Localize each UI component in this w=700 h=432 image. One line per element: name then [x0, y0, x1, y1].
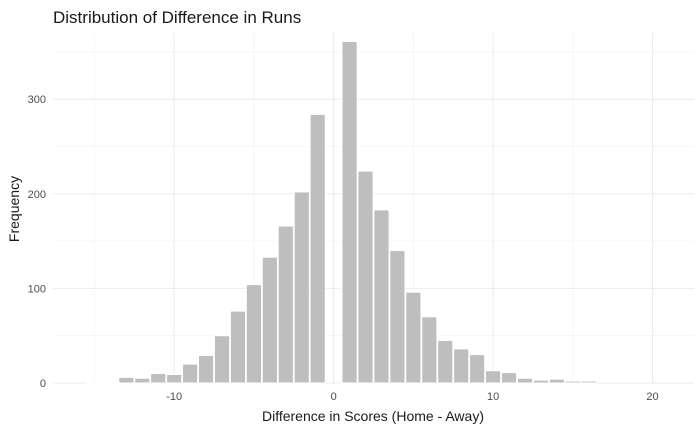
histogram-bar — [485, 370, 502, 384]
histogram-bar — [86, 381, 103, 384]
histogram-bar — [437, 339, 454, 384]
histogram-bar — [309, 113, 326, 384]
histogram-bar — [405, 291, 422, 384]
histogram-bar — [516, 377, 534, 384]
histogram-bar — [357, 170, 374, 384]
x-axis-label: Difference in Scores (Home - Away) — [262, 408, 484, 424]
plot-area — [53, 33, 694, 384]
chart-title: Distribution of Difference in Runs — [53, 8, 301, 27]
histogram-bar — [580, 380, 597, 384]
histogram-bar — [166, 373, 183, 384]
x-tick-label: -10 — [166, 391, 182, 403]
histogram-bar — [213, 335, 231, 384]
histogram-bar — [532, 379, 549, 384]
y-axis-ticks: 0 100 200 300 — [28, 94, 46, 390]
histogram-bar — [548, 378, 565, 384]
histogram-bar — [373, 209, 390, 384]
histogram-bar — [118, 376, 135, 384]
histogram-bar — [182, 363, 199, 384]
histogram-bar — [261, 256, 278, 384]
x-axis-ticks: -10 0 10 20 — [166, 391, 658, 403]
histogram-bar — [500, 372, 518, 384]
histogram-bar — [421, 316, 438, 384]
x-tick-label: 0 — [331, 391, 337, 403]
histogram-bar — [564, 380, 581, 384]
y-tick-label: 0 — [40, 378, 46, 390]
y-tick-label: 300 — [28, 94, 46, 106]
histogram-bar — [453, 348, 470, 384]
histogram-bar — [341, 41, 358, 384]
histogram-bar — [134, 377, 151, 384]
histogram-bar — [229, 310, 247, 384]
histogram-bar — [277, 225, 294, 384]
histogram-bar — [389, 250, 406, 384]
x-tick-label: 20 — [646, 391, 658, 403]
histogram-bar — [293, 191, 310, 384]
histogram-bar — [469, 354, 486, 384]
bars — [86, 41, 597, 384]
histogram-bar — [102, 381, 119, 384]
histogram-bar — [150, 373, 167, 384]
y-tick-label: 200 — [28, 189, 46, 201]
histogram-bar — [198, 355, 215, 384]
x-tick-label: 10 — [487, 391, 499, 403]
y-axis-label: Frequency — [6, 176, 22, 242]
y-tick-label: 100 — [28, 283, 46, 295]
histogram-bar — [245, 284, 262, 384]
